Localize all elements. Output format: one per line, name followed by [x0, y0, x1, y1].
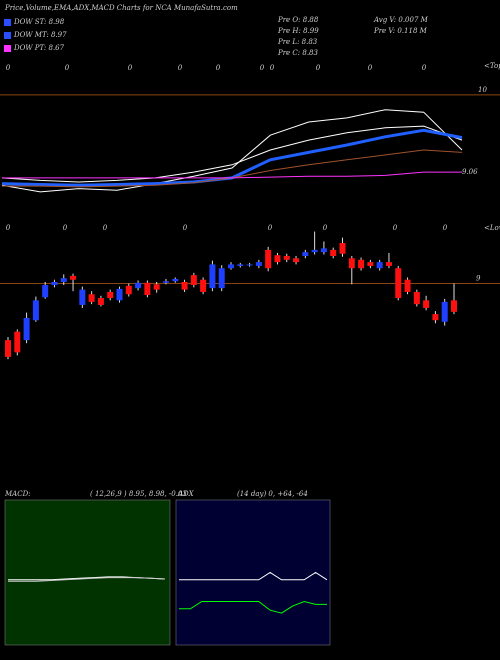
stat: Avg V: 0.007 M	[373, 16, 429, 24]
candle-body	[451, 300, 457, 312]
candle-body	[228, 264, 234, 269]
candle-body	[320, 248, 327, 253]
candle-body	[283, 256, 290, 260]
candle-body	[32, 300, 39, 321]
panel-subtitle: ( 12,26,9 ) 8.95, 8.98, -0.03	[90, 490, 187, 498]
top-marker: 0	[316, 64, 321, 72]
candle-body	[79, 289, 86, 305]
candle-body	[265, 249, 272, 269]
top-marker: 0	[128, 64, 133, 72]
candle-body	[70, 275, 77, 280]
series-line	[2, 171, 462, 179]
candle-body	[423, 300, 430, 308]
candle-body	[348, 258, 355, 269]
top-marker: 0	[216, 64, 221, 72]
series-line	[179, 571, 328, 581]
legend-label: DOW PT: 8.67	[13, 44, 65, 52]
candle-body	[181, 282, 188, 290]
legend-label: DOW ST: 8.98	[13, 18, 65, 26]
panel-title: ADX	[177, 490, 195, 498]
top-marker: 0	[422, 64, 427, 72]
lows-label: <Lows	[484, 224, 500, 232]
low-marker: 0	[443, 224, 448, 232]
stat: Pre V: 0.118 M	[373, 27, 428, 35]
candle-body	[209, 264, 216, 289]
candle-body	[385, 262, 392, 266]
candle-body	[162, 281, 169, 283]
candle-body	[237, 264, 244, 266]
candle-body	[42, 285, 49, 298]
legend-label: DOW MT: 8.97	[13, 31, 67, 39]
legend-swatch	[4, 45, 11, 52]
candle-body	[116, 288, 123, 301]
candle-body	[88, 294, 95, 302]
stat: Pre C: 8.83	[277, 49, 318, 57]
candle-body	[441, 301, 448, 322]
candle-body	[413, 291, 420, 305]
series-line	[8, 577, 166, 582]
top-marker: 0	[270, 64, 275, 72]
candle-body	[218, 268, 225, 289]
panel-background	[4, 499, 171, 646]
candle-body	[246, 264, 253, 266]
y-tick-label: 9	[476, 275, 481, 283]
candle-body	[5, 340, 11, 357]
candle-body	[274, 255, 281, 263]
candle-body	[23, 317, 30, 341]
candle-body	[395, 268, 402, 299]
top-marker: 0	[368, 64, 373, 72]
candle-body	[302, 252, 309, 256]
candle-body	[404, 279, 411, 292]
candle-body	[153, 284, 160, 290]
candle-body	[125, 285, 132, 295]
candle-body	[255, 262, 262, 266]
top-marker: 0	[65, 64, 70, 72]
legend-swatch	[4, 19, 11, 26]
tops-label: <Tops	[484, 62, 500, 70]
candle-body	[135, 282, 142, 289]
series-line	[1, 128, 463, 187]
low-marker: 0	[183, 224, 188, 232]
low-marker: 0	[6, 224, 11, 232]
panel-subtitle: (14 day) 0, +64, -64	[237, 490, 308, 498]
stat: Pre L: 8.83	[277, 38, 318, 46]
candle-body	[330, 249, 337, 256]
panel-title: MACD:	[4, 490, 31, 498]
series-line	[179, 600, 327, 614]
chart-title: Price,Volume,EMA,ADX,MACD Charts for NCA…	[4, 4, 238, 12]
candle-body	[97, 298, 104, 305]
stat: Pre H: 8.99	[277, 27, 319, 35]
candle-body	[358, 259, 365, 269]
stat: Pre O: 8.88	[277, 16, 319, 24]
candle-body	[339, 243, 346, 254]
legend-swatch	[4, 32, 11, 39]
series-line	[1, 109, 463, 193]
candle-body	[376, 262, 383, 269]
low-marker: 0	[323, 224, 328, 232]
low-marker: 0	[63, 224, 68, 232]
candle-body	[144, 282, 151, 295]
candle-body	[200, 279, 207, 292]
top-marker: 0	[6, 64, 11, 72]
candle-body	[51, 282, 58, 286]
candle-body	[311, 249, 318, 253]
panel-background	[175, 499, 331, 646]
top-marker: 0	[178, 64, 183, 72]
candle-body	[367, 262, 374, 266]
candle-body	[432, 314, 439, 321]
candle-body	[60, 278, 67, 282]
low-marker: 0	[103, 224, 108, 232]
current-label: 9.06	[462, 168, 478, 176]
candle-body	[107, 291, 114, 299]
top-marker: 0	[260, 64, 265, 72]
y-tick-label: 10	[478, 86, 487, 94]
candle-body	[172, 278, 179, 282]
candle-body	[190, 275, 197, 286]
candle-body	[14, 331, 21, 353]
low-marker: 0	[268, 224, 273, 232]
low-marker: 0	[393, 224, 398, 232]
candle-body	[293, 258, 300, 263]
series-line	[1, 125, 463, 183]
